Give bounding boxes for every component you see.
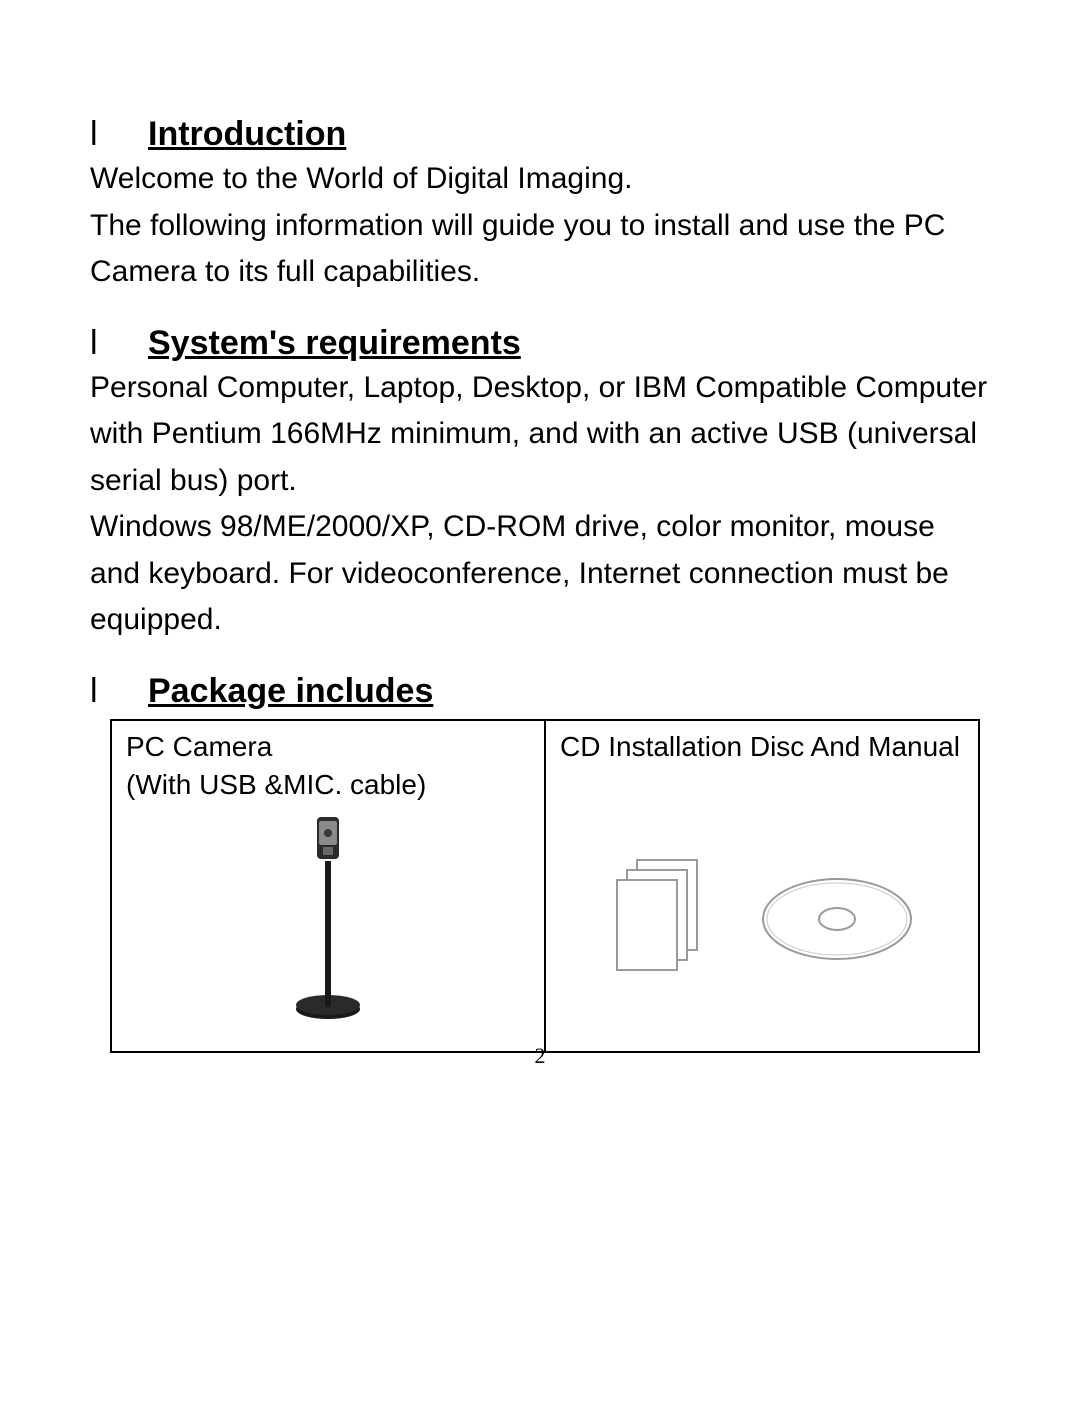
- section-intro-heading-row: l Introduction: [90, 115, 990, 156]
- bullet-icon: l: [90, 324, 108, 363]
- section-sysreq-heading: System's requirements: [148, 324, 521, 363]
- section-sysreq-heading-row: l System's requirements: [90, 324, 990, 365]
- section-intro-heading: Introduction: [148, 115, 346, 154]
- package-table: PC Camera (With USB &MIC. cable): [110, 719, 980, 1053]
- page-number: 2: [0, 1043, 1080, 1069]
- package-cell-cd-title: CD Installation Disc And Manual: [560, 731, 964, 763]
- manual-icon: [607, 854, 717, 984]
- cd-icon: [757, 864, 917, 974]
- bullet-icon: l: [90, 115, 108, 154]
- table-row: PC Camera (With USB &MIC. cable): [111, 720, 979, 1052]
- section-package-heading: Package includes: [148, 672, 433, 711]
- package-cell-camera: PC Camera (With USB &MIC. cable): [111, 720, 545, 1052]
- document-page: l Introduction Welcome to the World of D…: [0, 0, 1080, 1424]
- section-intro-body: Welcome to the World of Digital Imaging.…: [90, 156, 990, 296]
- package-cell-camera-title: PC Camera: [126, 731, 530, 763]
- package-cell-camera-subtitle: (With USB &MIC. cable): [126, 769, 530, 801]
- cd-illustration-wrap: [560, 769, 964, 1039]
- section-sysreq-body: Personal Computer, Laptop, Desktop, or I…: [90, 365, 990, 644]
- section-package-heading-row: l Package includes: [90, 672, 990, 713]
- bullet-icon: l: [90, 672, 108, 711]
- package-cell-cd: CD Installation Disc And Manual: [545, 720, 979, 1052]
- camera-icon: [283, 811, 373, 1021]
- camera-illustration-wrap: [126, 811, 530, 1021]
